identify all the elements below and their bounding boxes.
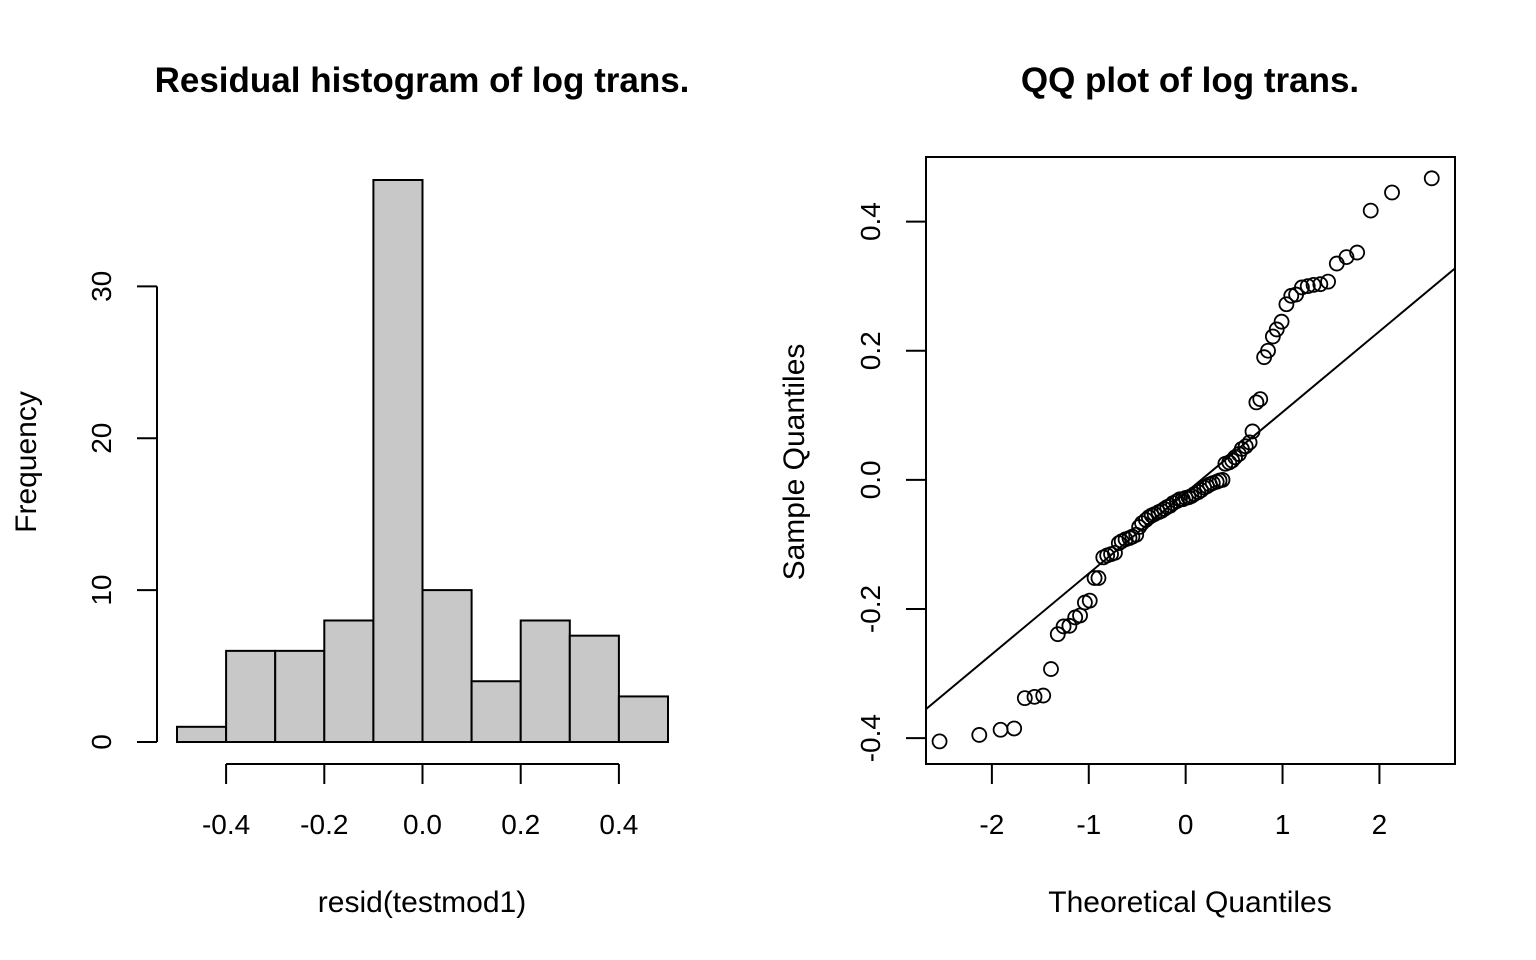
histogram-x-axis: -0.4 -0.2 0.0 0.2 0.4 xyxy=(202,763,638,840)
qq-point xyxy=(1035,687,1052,704)
qq-point xyxy=(1273,313,1290,330)
qq-y-label: Sample Quantiles xyxy=(778,344,811,581)
histogram-bar xyxy=(519,619,571,744)
qq-x-label: Theoretical Quantiles xyxy=(1048,886,1331,919)
histogram-x-tick-label: -0.2 xyxy=(300,809,348,840)
histogram-x-label: resid(testmod1) xyxy=(318,886,526,919)
histogram-bar xyxy=(323,619,375,744)
qq-plot-box xyxy=(925,156,1456,765)
qq-points xyxy=(931,170,1440,750)
qq-point xyxy=(1107,544,1123,561)
histogram-bar xyxy=(176,725,228,743)
qq-point xyxy=(1384,184,1400,201)
histogram-bar xyxy=(568,634,620,743)
qq-point xyxy=(1299,278,1316,295)
qq-point xyxy=(1338,249,1355,265)
qq-y-tick-label: 0.2 xyxy=(855,331,886,370)
histogram-y-tick-label: 20 xyxy=(86,423,117,454)
qq-panel: QQ plot of log trans. -2 -1 0 1 2 -0.4 -0.2 0.… xyxy=(778,61,1456,919)
histogram-bar xyxy=(372,179,424,743)
qq-x-tick-label: 0 xyxy=(1178,809,1194,840)
qq-point xyxy=(1312,276,1329,293)
qq-point xyxy=(1055,618,1072,635)
qq-x-axis: -2 -1 0 1 2 xyxy=(979,764,1387,840)
qq-y-tick-label: 0.0 xyxy=(855,460,886,499)
qq-point xyxy=(1252,391,1269,408)
qq-point xyxy=(1278,296,1295,313)
qq-point xyxy=(1423,170,1440,187)
qq-point xyxy=(1248,394,1265,411)
histogram-y-tick-label: 30 xyxy=(86,271,117,302)
histogram-bar xyxy=(225,649,277,743)
qq-point xyxy=(1086,570,1103,586)
qq-x-tick-label: 2 xyxy=(1372,809,1388,840)
histogram-y-tick-label: 0 xyxy=(86,734,117,750)
qq-point xyxy=(992,721,1009,738)
qq-point xyxy=(971,727,988,743)
qq-point xyxy=(1349,244,1366,261)
qq-point xyxy=(1026,688,1043,705)
histogram-x-tick-label: 0.4 xyxy=(599,809,638,840)
qq-point xyxy=(1305,276,1322,293)
histogram-bar xyxy=(470,680,522,743)
qq-point xyxy=(1043,661,1059,677)
histogram-x-tick-label: -0.4 xyxy=(202,809,250,840)
histogram-bar xyxy=(274,649,326,743)
qq-point xyxy=(1090,570,1107,586)
histogram-title: Residual histogram of log trans. xyxy=(155,61,690,100)
histogram-bar xyxy=(617,695,670,743)
qq-point xyxy=(1362,202,1379,219)
qq-point xyxy=(1221,454,1238,471)
histogram-y-axis: 0 10 20 30 xyxy=(86,271,158,750)
qq-point xyxy=(1237,438,1254,455)
qq-y-axis: -0.4 -0.2 0.0 0.2 0.4 xyxy=(855,202,926,762)
qq-point xyxy=(1320,273,1336,290)
histogram-bars xyxy=(176,179,670,744)
qq-point xyxy=(1260,342,1276,359)
histogram-y-label: Frequency xyxy=(10,391,43,533)
histogram-x-tick-label: 0.2 xyxy=(501,809,540,840)
qq-title: QQ plot of log trans. xyxy=(1021,61,1359,100)
qq-point xyxy=(1241,434,1258,451)
qq-y-tick-label: -0.4 xyxy=(855,714,886,762)
qq-x-tick-label: 1 xyxy=(1275,809,1291,840)
qq-point xyxy=(1016,690,1033,707)
qq-x-tick-label: -2 xyxy=(979,809,1004,840)
qq-point xyxy=(1081,592,1098,609)
histogram-panel: Residual histogram of log trans. -0.4 -0.… xyxy=(10,61,689,919)
qq-point xyxy=(1244,423,1261,440)
qq-point xyxy=(1006,720,1023,737)
qq-point xyxy=(931,733,948,750)
qq-point xyxy=(1214,471,1231,488)
histogram-x-tick-label: 0.0 xyxy=(403,809,442,840)
qq-point xyxy=(1294,279,1310,296)
qq-y-tick-label: 0.4 xyxy=(855,202,886,241)
qq-x-tick-label: -1 xyxy=(1076,809,1101,840)
qq-point xyxy=(1328,255,1345,272)
qq-point xyxy=(1268,321,1285,338)
qq-point xyxy=(1061,617,1078,634)
qq-y-tick-label: -0.2 xyxy=(855,585,886,633)
qq-point xyxy=(1072,607,1088,624)
histogram-bar xyxy=(421,589,473,743)
histogram-y-tick-label: 10 xyxy=(86,575,117,606)
